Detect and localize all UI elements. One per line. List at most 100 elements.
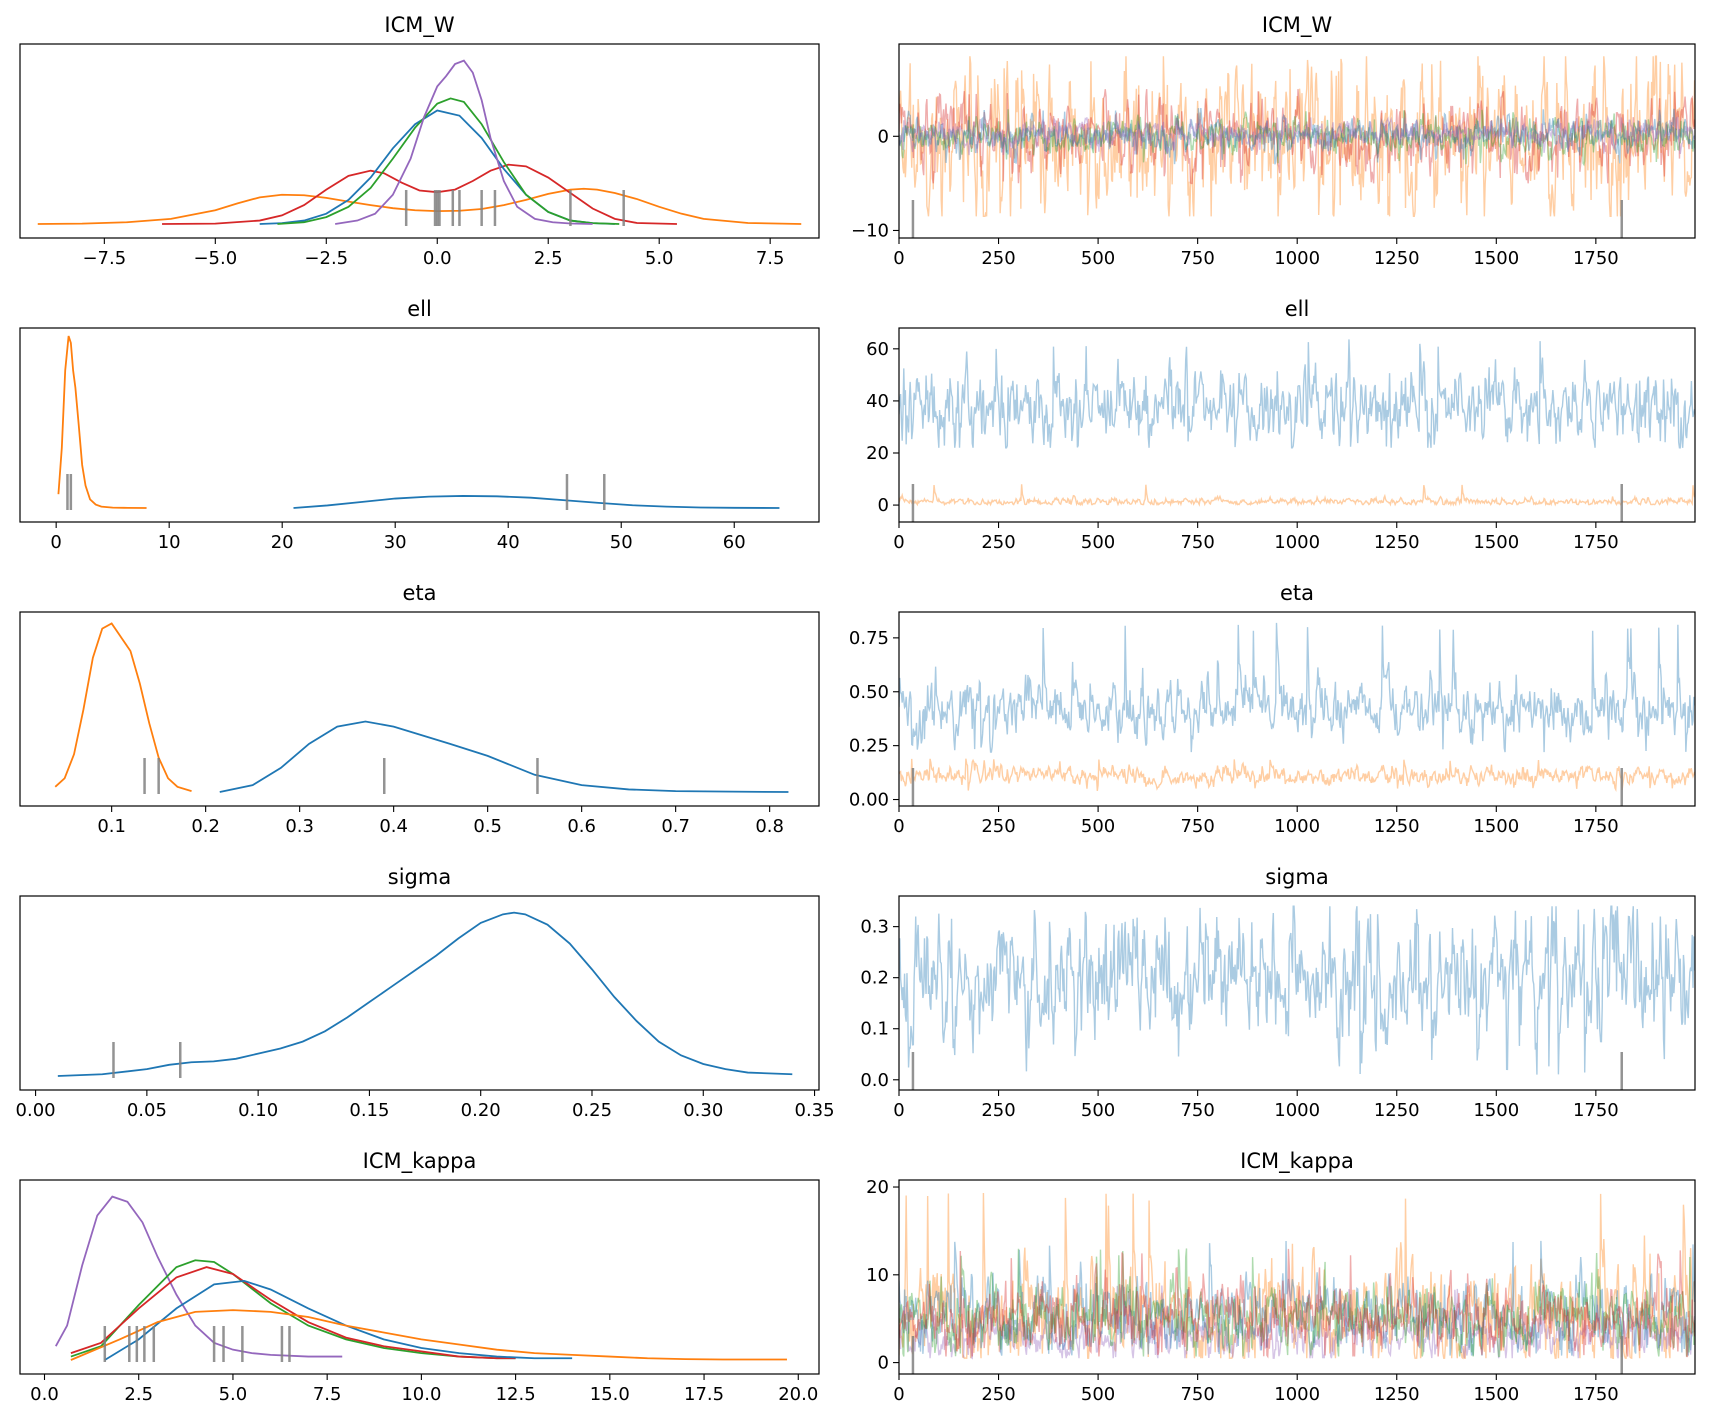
y-tick: 0.3 — [860, 917, 899, 938]
x-tick-label: 1000 — [1274, 532, 1320, 553]
x-tick-label: 0.4 — [379, 816, 408, 837]
x-tick-label: 0 — [893, 1384, 904, 1405]
plot-area — [899, 622, 1695, 806]
y-tick: 0.0 — [860, 1070, 899, 1091]
x-tick-label: 250 — [981, 248, 1015, 269]
x-tick-label: 1250 — [1374, 816, 1420, 837]
x-tick: 0 — [893, 1374, 905, 1405]
x-tick: 1250 — [1374, 522, 1420, 553]
axes-frame — [19, 1179, 820, 1375]
x-tick: 0.1 — [97, 806, 126, 837]
y-tick: 0 — [878, 495, 899, 516]
x-tick-label: 0 — [893, 248, 904, 269]
x-tick: 1250 — [1374, 1090, 1420, 1121]
x-tick: 250 — [981, 1374, 1016, 1405]
x-tick: 40 — [497, 522, 520, 553]
x-tick: 1750 — [1573, 1090, 1619, 1121]
trace-line-C4 — [899, 114, 1695, 156]
x-tick: 0.20 — [461, 1090, 501, 1121]
x-tick-label: 1250 — [1374, 1100, 1420, 1121]
x-tick-label: 12.5 — [496, 1384, 536, 1405]
x-tick-label: 0.20 — [461, 1100, 501, 1121]
trace-line-C0 — [899, 339, 1695, 449]
x-tick-label: 750 — [1180, 1100, 1214, 1121]
x-tick-label: 0 — [893, 532, 904, 553]
panel-title: eta — [402, 581, 436, 605]
x-tick-label: 0.0 — [30, 1384, 59, 1405]
x-tick-label: 0.00 — [16, 1100, 56, 1121]
y-tick: 0.25 — [849, 736, 899, 757]
x-tick-label: 0.10 — [238, 1100, 278, 1121]
x-tick: 15.0 — [590, 1374, 630, 1405]
x-tick: 1750 — [1573, 522, 1619, 553]
axes-frame — [19, 611, 820, 807]
x-tick: 750 — [1180, 806, 1215, 837]
x-tick-label: 0.35 — [795, 1100, 835, 1121]
x-tick: 1000 — [1274, 1090, 1320, 1121]
x-tick-label: 0.6 — [567, 816, 596, 837]
x-tick: 0.3 — [285, 806, 314, 837]
y-tick: 60 — [866, 339, 899, 360]
x-tick-label: 750 — [1180, 1384, 1214, 1405]
y-tick-label: 0.00 — [849, 790, 889, 811]
x-tick-label: 0.1 — [97, 816, 126, 837]
x-tick: 7.5 — [756, 238, 784, 269]
x-tick-label: 750 — [1180, 248, 1214, 269]
trace-line-C1 — [899, 484, 1695, 508]
x-tick: 750 — [1180, 522, 1215, 553]
x-tick-label: 1250 — [1374, 248, 1420, 269]
panel-title: ell — [407, 297, 432, 321]
x-tick: 0.05 — [127, 1090, 167, 1121]
y-tick: 0.00 — [849, 790, 899, 811]
kde-line-C0 — [293, 495, 780, 509]
axes-frame — [19, 43, 820, 239]
y-tick-label: 0.25 — [849, 736, 889, 757]
x-tick-label: 1000 — [1274, 1384, 1320, 1405]
x-tick: 1750 — [1573, 238, 1619, 269]
plot-area — [899, 339, 1695, 522]
x-tick-label: 5.0 — [645, 248, 674, 269]
x-tick: 1500 — [1473, 522, 1519, 553]
x-tick-label: −7.5 — [82, 248, 126, 269]
trace-line-C4 — [899, 1285, 1695, 1360]
axes-frame — [898, 327, 1696, 523]
x-tick: 1250 — [1374, 1374, 1420, 1405]
y-tick-label: 0 — [878, 1353, 889, 1374]
x-tick: −2.5 — [304, 238, 348, 269]
x-tick-label: 5.0 — [219, 1384, 248, 1405]
x-tick: 50 — [610, 522, 633, 553]
x-tick: 250 — [981, 522, 1016, 553]
trace-panel-icm-kappa: ICM_kappa 0 250 500 750 1000 1250 1500 1750 0 10 20 — [866, 1149, 1696, 1405]
x-tick: 500 — [1081, 522, 1115, 553]
panel-title: eta — [1280, 581, 1314, 605]
plot-area — [899, 1193, 1695, 1374]
x-tick-label: 1750 — [1573, 1384, 1619, 1405]
x-tick: 0.0 — [30, 1374, 59, 1405]
x-tick-label: −5.0 — [193, 248, 237, 269]
kde-line-C1 — [57, 335, 147, 509]
x-tick-label: 250 — [981, 1384, 1015, 1405]
trace-panel-sigma: sigma 0 250 500 750 1000 1250 1500 1750 0.0 0.1 0.2… — [860, 865, 1696, 1121]
x-tick: 0.35 — [795, 1090, 835, 1121]
trace-line-C2 — [899, 109, 1695, 167]
x-tick-label: 1250 — [1374, 1384, 1420, 1405]
y-tick: 40 — [866, 391, 899, 412]
x-tick: 0.25 — [572, 1090, 612, 1121]
kde-line-C4 — [55, 1195, 343, 1358]
x-tick: 750 — [1180, 1090, 1215, 1121]
trace-line-C3 — [899, 1248, 1695, 1359]
x-tick: −5.0 — [193, 238, 237, 269]
x-tick: 30 — [384, 522, 407, 553]
kde-line-C3 — [70, 1266, 516, 1360]
y-tick-label: 0 — [878, 126, 889, 147]
x-tick: 250 — [981, 806, 1016, 837]
kde-line-C1 — [54, 622, 192, 793]
panel-title: ICM_W — [384, 13, 454, 38]
x-tick-label: 1500 — [1473, 248, 1519, 269]
plot-area — [55, 1195, 787, 1362]
panel-title: ICM_kappa — [363, 1149, 477, 1174]
y-tick-label: 0.75 — [849, 628, 889, 649]
plot-area — [54, 622, 789, 794]
y-tick: −10 — [851, 220, 899, 241]
y-tick-label: 0.0 — [860, 1070, 889, 1091]
